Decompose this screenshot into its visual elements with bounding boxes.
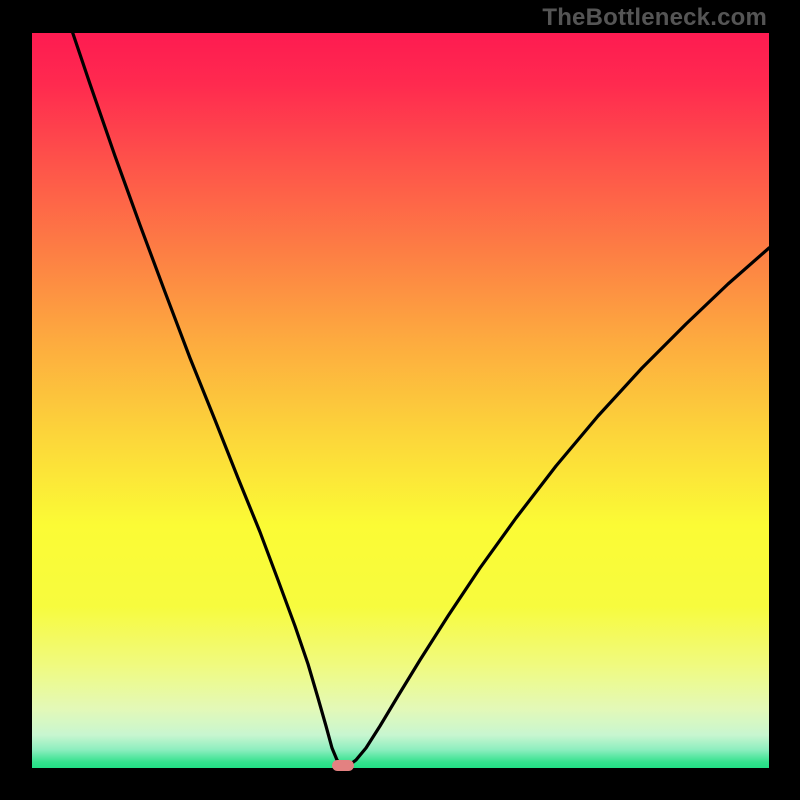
chart-frame: TheBottleneck.com: [0, 0, 800, 800]
watermark-text: TheBottleneck.com: [542, 4, 767, 32]
plot-gradient-background: [32, 33, 769, 768]
optimum-marker: [332, 760, 354, 771]
